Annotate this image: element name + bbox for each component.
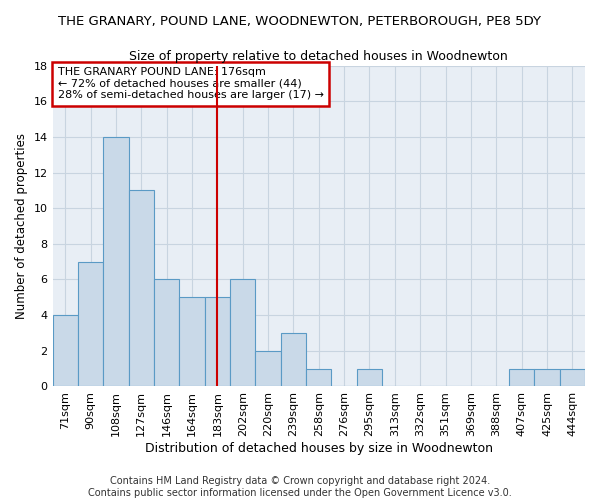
Bar [179,298,205,386]
Bar [306,368,331,386]
Title: Size of property relative to detached houses in Woodnewton: Size of property relative to detached ho… [130,50,508,63]
X-axis label: Distribution of detached houses by size in Woodnewton: Distribution of detached houses by size … [145,442,493,455]
Bar [205,298,230,386]
Bar [560,368,585,386]
Bar [78,262,103,386]
Y-axis label: Number of detached properties: Number of detached properties [15,133,28,319]
Bar [256,351,281,386]
Text: Contains HM Land Registry data © Crown copyright and database right 2024.
Contai: Contains HM Land Registry data © Crown c… [88,476,512,498]
Bar [53,315,78,386]
Bar [154,280,179,386]
Bar [103,137,128,386]
Bar [509,368,534,386]
Bar [281,333,306,386]
Bar [534,368,560,386]
Bar [357,368,382,386]
Bar [128,190,154,386]
Bar [230,280,256,386]
Text: THE GRANARY, POUND LANE, WOODNEWTON, PETERBOROUGH, PE8 5DY: THE GRANARY, POUND LANE, WOODNEWTON, PET… [59,15,542,28]
Text: THE GRANARY POUND LANE: 176sqm
← 72% of detached houses are smaller (44)
28% of : THE GRANARY POUND LANE: 176sqm ← 72% of … [58,67,324,100]
